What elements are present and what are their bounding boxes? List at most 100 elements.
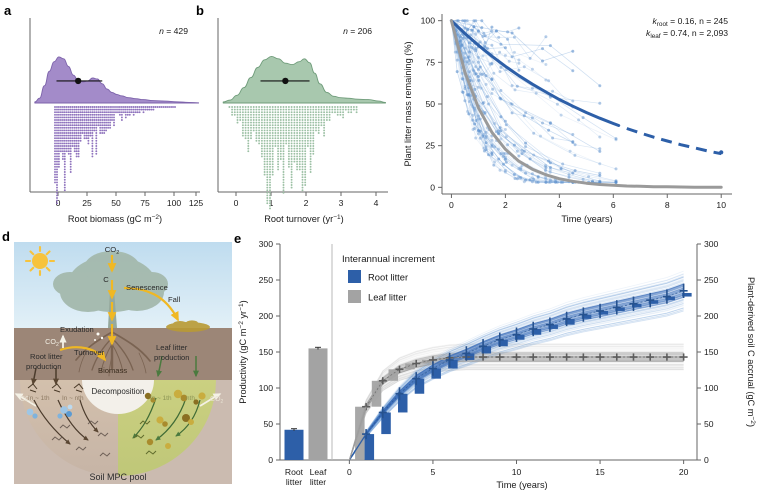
panel-e-left-yticks: 0 50 100 150 200 250 300 bbox=[259, 239, 280, 465]
svg-text:Root: Root bbox=[285, 467, 304, 477]
panel-b-chart: 0 1 2 3 4 n = 206 Root turnover (yr−1) bbox=[217, 18, 388, 224]
panel-a-n-annotation: n = 429 bbox=[159, 26, 188, 36]
label-root-litter-production-l1: Root litter bbox=[30, 352, 63, 361]
co2-efflux-arrows bbox=[14, 334, 222, 407]
svg-text:0: 0 bbox=[704, 455, 709, 465]
label-co2-left: CO2 bbox=[45, 337, 59, 348]
svg-text:0: 0 bbox=[268, 455, 273, 465]
panel-e-legend-title: Interannual increment bbox=[342, 254, 435, 265]
panel-a-median-range bbox=[56, 77, 103, 85]
panel-e-left-axis-title: Productivity (gC m−2 yr−1) bbox=[238, 300, 248, 403]
svg-text:4: 4 bbox=[557, 200, 562, 210]
tick-label: 25 bbox=[82, 198, 92, 208]
label-leaf-litter-production-l1: Leaf litter bbox=[156, 343, 188, 352]
svg-text:150: 150 bbox=[704, 347, 719, 357]
tick-label: 1 bbox=[269, 198, 274, 208]
svg-text:75: 75 bbox=[425, 57, 435, 67]
svg-text:25: 25 bbox=[425, 141, 435, 151]
sun-icon bbox=[24, 245, 56, 277]
panel-e-chart: 0 50 100 150 200 250 300 0 50 100 150 200 250 300 0 5… bbox=[238, 239, 756, 490]
label-senescence: Senescence bbox=[126, 283, 168, 292]
legend-label-root-litter: Root litter bbox=[368, 272, 408, 283]
panel-c-legend-root: kroot = 0.16, n = 245 bbox=[652, 16, 728, 28]
panel-d-schematic: CO2 C Senescence Fall Exudation CO2 Turn… bbox=[14, 242, 232, 484]
svg-text:50: 50 bbox=[425, 99, 435, 109]
panel-e-right-axis-title: Plant-derived soil C accrual (gC m−2) bbox=[746, 277, 756, 427]
panel-c-xticks: 0 2 4 6 8 10 bbox=[449, 194, 726, 210]
svg-text:300: 300 bbox=[704, 239, 719, 249]
panel-e-label: e bbox=[234, 231, 242, 246]
panel-c-fit-curves bbox=[449, 19, 723, 189]
label-turnover: Turnover bbox=[74, 348, 105, 357]
svg-text:50: 50 bbox=[263, 419, 273, 429]
label-c: C bbox=[103, 275, 109, 284]
panel-d: d bbox=[0, 228, 236, 491]
root-fragments bbox=[27, 383, 84, 393]
svg-text:20: 20 bbox=[679, 467, 689, 477]
label-decomposition: Decomposition bbox=[92, 387, 145, 396]
fall-arrow bbox=[123, 286, 179, 322]
svg-text:Leaf: Leaf bbox=[310, 467, 327, 477]
panel-b: b 0 1 2 3 4 n = 206 Root turnover (yr−1) bbox=[192, 0, 392, 225]
panel-d-label: d bbox=[2, 229, 10, 244]
svg-text:0: 0 bbox=[449, 200, 454, 210]
leaf-litter-pile bbox=[166, 320, 210, 332]
svg-text:300: 300 bbox=[259, 239, 274, 249]
panel-e-category-bars bbox=[284, 346, 328, 460]
panel-b-xaxis-title: Root turnover (yr−1) bbox=[264, 214, 343, 224]
panel-a-chart: 0 25 50 75 100 125 n = 429 Root biomass … bbox=[29, 18, 204, 224]
panel-c-xaxis-title: Time (years) bbox=[561, 214, 612, 224]
legend-swatch-root-litter[interactable] bbox=[348, 270, 361, 283]
svg-text:250: 250 bbox=[704, 275, 719, 285]
svg-text:100: 100 bbox=[704, 383, 719, 393]
decomposition-arc bbox=[82, 380, 154, 414]
svg-text:200: 200 bbox=[259, 311, 274, 321]
turnover-arrow bbox=[59, 346, 107, 362]
label-root-litter-production-l2: production bbox=[26, 362, 61, 371]
tick-label: 50 bbox=[111, 198, 121, 208]
panel-b-median-range bbox=[260, 77, 310, 85]
panel-b-raincloud-dots bbox=[228, 106, 358, 210]
label-biomass: Biomass bbox=[98, 366, 127, 375]
label-in-nth-left: In ~ nth bbox=[62, 395, 84, 402]
root-litter-arrows bbox=[31, 367, 59, 386]
legend-label-leaf-litter: Leaf litter bbox=[368, 292, 407, 303]
svg-text:15: 15 bbox=[595, 467, 605, 477]
panel-e-right-yticks: 0 50 100 150 200 250 300 bbox=[697, 239, 719, 465]
label-leaf-litter-production-l2: production bbox=[154, 353, 189, 362]
tick-label: 75 bbox=[140, 198, 150, 208]
panel-a-label: a bbox=[4, 3, 12, 18]
left-decay-arrows bbox=[33, 399, 99, 445]
tick-label: 3 bbox=[339, 198, 344, 208]
svg-text:250: 250 bbox=[259, 275, 274, 285]
svg-text:100: 100 bbox=[421, 16, 436, 26]
microbial-aggregates-right bbox=[144, 389, 206, 449]
panel-a-raincloud-dots bbox=[54, 106, 176, 205]
svg-text:0: 0 bbox=[347, 467, 352, 477]
exudation-particles bbox=[94, 332, 104, 341]
panel-a-xticks: 0 25 50 75 100 125 bbox=[56, 192, 204, 208]
panel-e-accrual-markers bbox=[348, 283, 688, 461]
panel-b-n-annotation: n = 206 bbox=[343, 26, 372, 36]
label-co2-top: CO2 bbox=[105, 245, 119, 256]
tick-label: 125 bbox=[189, 198, 204, 208]
panel-e-xaxis-title: Time (years) bbox=[496, 480, 547, 490]
panel-c-legend-leaf: kleaf = 0.74, n = 2,093 bbox=[646, 28, 728, 40]
tick-label: 100 bbox=[167, 198, 182, 208]
label-in-1th-left: In ~ 1th bbox=[28, 395, 50, 402]
panel-c-label: c bbox=[402, 3, 410, 18]
panel-b-xticks: 0 1 2 3 4 bbox=[234, 192, 379, 208]
panel-c-chart: 0 25 50 75 100 0 2 4 6 8 10 kroot = 0.16, n = 245… bbox=[403, 14, 732, 224]
panel-c-yticks: 0 25 50 75 100 bbox=[421, 16, 442, 192]
necromass-right bbox=[133, 420, 157, 455]
tick-label: 0 bbox=[234, 198, 239, 208]
legend-swatch-leaf-litter[interactable] bbox=[348, 290, 361, 303]
svg-text:litter: litter bbox=[310, 477, 326, 487]
svg-text:litter: litter bbox=[286, 477, 302, 487]
svg-text:150: 150 bbox=[259, 347, 274, 357]
necromass-left bbox=[51, 420, 111, 457]
svg-text:0: 0 bbox=[430, 182, 435, 192]
svg-text:50: 50 bbox=[704, 419, 714, 429]
